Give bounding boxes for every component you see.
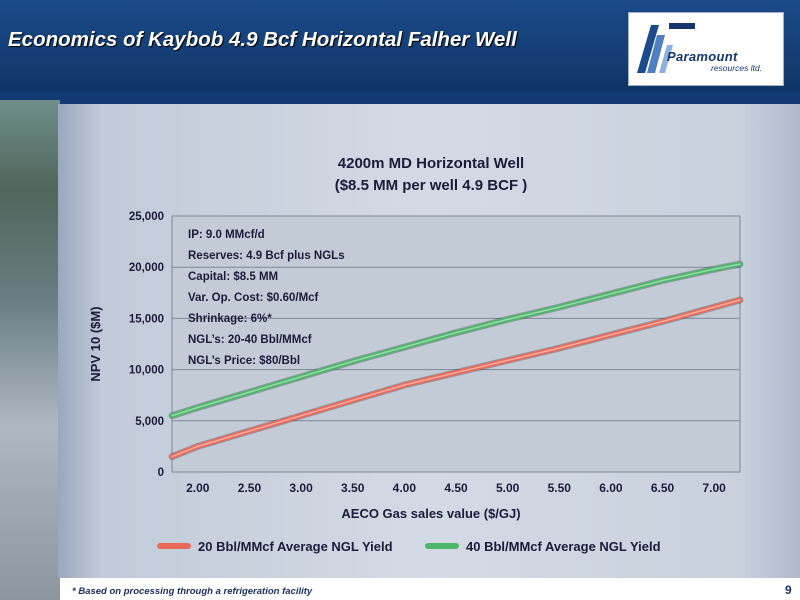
x-axis-label: AECO Gas sales value ($/GJ) <box>341 506 520 521</box>
x-tick-label: 5.00 <box>496 481 520 495</box>
plot-area <box>171 215 741 473</box>
slide-title: Economics of Kaybob 4.9 Bcf Horizontal F… <box>8 28 517 51</box>
x-tick-label: 2.00 <box>186 481 210 495</box>
annotation-line: NGL’s Price: $80/Bbl <box>188 355 300 367</box>
y-tick-label: 0 <box>158 467 164 479</box>
x-tick-label: 4.00 <box>393 481 417 495</box>
x-tick-label: 6.50 <box>651 481 675 495</box>
background-photo <box>0 100 60 600</box>
logo-subtitle: resources ltd. <box>711 63 763 73</box>
chart-panel: 4200m MD Horizontal Well ($8.5 MM per we… <box>58 104 800 578</box>
logo-mark-icon <box>637 23 695 73</box>
annotation-line: Var. Op. Cost: $0.60/Mcf <box>188 292 319 304</box>
chart-subtitle: ($8.5 MM per well 4.9 BCF ) <box>335 177 528 194</box>
y-tick-label: 10,000 <box>129 365 164 377</box>
series-line-highlight <box>171 263 741 417</box>
annotation-line: Shrinkage: 6%* <box>188 313 272 325</box>
x-tick-label: 3.50 <box>341 481 365 495</box>
y-axis-ticks: 0 5,000 10,000 15,000 20,000 25,000 <box>129 211 164 479</box>
annotation-line: IP: 9.0 MMcf/d <box>188 229 265 241</box>
x-axis-ticks: 2.00 2.50 3.00 3.50 4.00 4.50 5.00 5.50 6.00 6.50… <box>186 481 726 495</box>
x-tick-label: 2.50 <box>238 481 262 495</box>
series-line-20bbl <box>169 297 743 460</box>
legend: 20 Bbl/MMcf Average NGL Yield 40 Bbl/MMcf… <box>157 539 661 554</box>
annotation-line: NGL’s: 20-40 Bbl/MMcf <box>188 334 312 346</box>
chart-title: 4200m MD Horizontal Well <box>338 155 524 172</box>
npv-chart: 4200m MD Horizontal Well ($8.5 MM per we… <box>88 155 744 554</box>
logo-wordmark: Paramount <box>667 49 738 64</box>
x-tick-label: 7.00 <box>703 481 727 495</box>
legend-label: 40 Bbl/MMcf Average NGL Yield <box>466 539 661 554</box>
x-tick-label: 5.50 <box>548 481 572 495</box>
y-tick-label: 15,000 <box>129 313 164 325</box>
y-tick-label: 5,000 <box>135 416 164 428</box>
annotation-line: Capital: $8.5 MM <box>188 271 278 283</box>
header-bar: Economics of Kaybob 4.9 Bcf Horizontal F… <box>0 0 800 118</box>
x-tick-label: 3.00 <box>289 481 313 495</box>
y-tick-label: 20,000 <box>129 262 164 274</box>
y-tick-label: 25,000 <box>129 211 164 223</box>
legend-label: 20 Bbl/MMcf Average NGL Yield <box>198 539 393 554</box>
series-lines <box>168 260 744 461</box>
assumption-annotations: IP: 9.0 MMcf/d Reserves: 4.9 Bcf plus NGL… <box>188 229 345 367</box>
series-line-highlight <box>171 299 741 458</box>
annotation-line: Reserves: 4.9 Bcf plus NGLs <box>188 250 345 262</box>
x-tick-label: 4.50 <box>444 481 468 495</box>
company-logo: Paramount resources ltd. <box>628 12 784 86</box>
page-number: 9 <box>785 583 792 597</box>
y-axis-label: NPV 10 ($M) <box>88 306 103 381</box>
footnote: * Based on processing through a refriger… <box>72 586 313 597</box>
series-line-40bbl <box>169 261 743 419</box>
grid-lines <box>172 215 740 473</box>
x-tick-label: 6.00 <box>599 481 623 495</box>
